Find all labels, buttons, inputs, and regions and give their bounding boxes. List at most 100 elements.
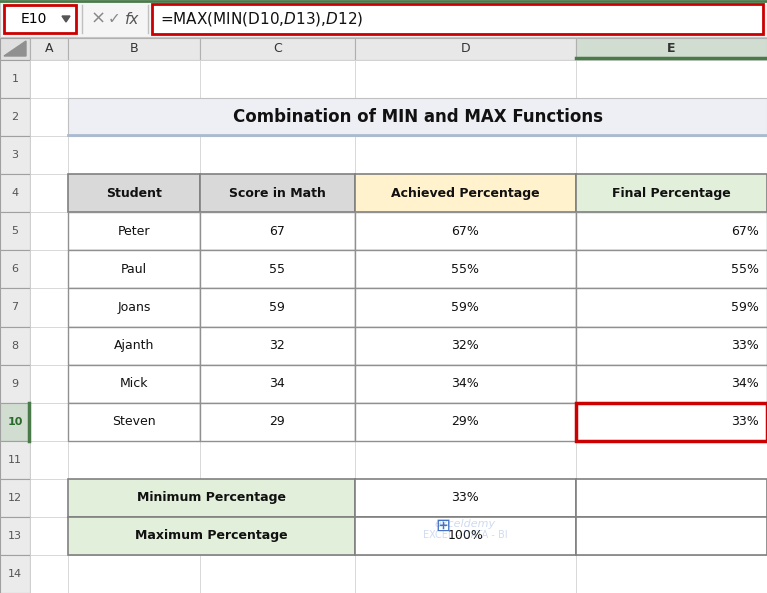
Text: 34: 34 <box>269 377 285 390</box>
Bar <box>199 136 355 174</box>
Bar <box>0 98 30 136</box>
Bar <box>68 136 199 174</box>
Bar <box>0 555 30 593</box>
Bar <box>199 441 355 479</box>
Bar <box>576 98 767 136</box>
Bar <box>355 327 576 365</box>
Bar <box>68 517 199 555</box>
Bar <box>68 479 199 517</box>
Bar <box>30 60 68 98</box>
Text: E: E <box>667 43 676 56</box>
Text: 59: 59 <box>269 301 285 314</box>
Text: 55: 55 <box>269 263 285 276</box>
Bar <box>355 212 576 250</box>
Text: 5: 5 <box>12 227 18 237</box>
Bar <box>355 517 576 555</box>
Text: Paul: Paul <box>121 263 147 276</box>
Text: 29: 29 <box>269 415 285 428</box>
Bar <box>0 327 30 365</box>
Text: C: C <box>273 43 281 56</box>
Text: 67: 67 <box>269 225 285 238</box>
Text: 55%: 55% <box>731 263 759 276</box>
Bar <box>0 403 30 441</box>
Text: Student: Student <box>106 187 162 200</box>
Text: exceldemy: exceldemy <box>435 519 496 530</box>
Bar <box>68 365 199 403</box>
Bar <box>68 212 199 250</box>
Bar <box>576 479 767 517</box>
Bar <box>68 60 199 98</box>
Bar <box>355 38 576 60</box>
Bar <box>68 555 199 593</box>
Bar <box>576 403 767 441</box>
Bar <box>355 212 576 250</box>
Bar <box>576 479 767 517</box>
Text: EXCEL - DATA - BI: EXCEL - DATA - BI <box>423 530 508 540</box>
Polygon shape <box>62 16 70 22</box>
Text: 33%: 33% <box>731 415 759 428</box>
Bar <box>355 288 576 327</box>
Bar <box>0 1 767 37</box>
Bar <box>576 136 767 174</box>
Bar <box>0 60 30 98</box>
Text: 2: 2 <box>12 112 18 122</box>
Text: 9: 9 <box>12 378 18 388</box>
Bar <box>0 174 30 212</box>
Text: 8: 8 <box>12 340 18 350</box>
Bar <box>355 174 576 212</box>
Bar <box>576 60 767 98</box>
Bar <box>199 288 355 327</box>
Text: 67%: 67% <box>731 225 759 238</box>
Bar <box>576 250 767 288</box>
Bar <box>199 174 355 212</box>
Bar <box>355 403 576 441</box>
Bar <box>576 403 767 441</box>
Bar <box>199 250 355 288</box>
Text: 34%: 34% <box>452 377 479 390</box>
Bar <box>152 4 763 34</box>
Bar <box>576 327 767 365</box>
Bar <box>576 517 767 555</box>
Text: ✓: ✓ <box>107 11 120 27</box>
Text: A: A <box>44 43 54 56</box>
Text: 32%: 32% <box>452 339 479 352</box>
Text: Steven: Steven <box>112 415 156 428</box>
Bar <box>0 38 30 60</box>
Bar <box>30 403 68 441</box>
Text: Mick: Mick <box>120 377 148 390</box>
Bar <box>355 98 576 136</box>
Bar <box>68 517 355 555</box>
Bar <box>0 441 30 479</box>
Text: Achieved Percentage: Achieved Percentage <box>391 187 540 200</box>
Bar <box>30 288 68 327</box>
Bar <box>576 403 767 441</box>
Text: 33%: 33% <box>731 339 759 352</box>
Text: 59%: 59% <box>452 301 479 314</box>
Bar <box>30 327 68 365</box>
Bar <box>0 136 30 174</box>
Bar <box>30 174 68 212</box>
Bar <box>68 250 199 288</box>
Bar <box>199 365 355 403</box>
Bar <box>30 441 68 479</box>
Text: Minimum Percentage: Minimum Percentage <box>137 492 286 504</box>
Text: 55%: 55% <box>452 263 479 276</box>
Bar <box>30 250 68 288</box>
Polygon shape <box>4 41 26 56</box>
Bar <box>68 441 199 479</box>
Bar <box>355 250 576 288</box>
Text: E10: E10 <box>21 12 48 26</box>
Bar <box>355 479 576 517</box>
Bar <box>576 288 767 327</box>
Text: Ajanth: Ajanth <box>114 339 154 352</box>
Bar <box>199 288 355 327</box>
Text: 29%: 29% <box>452 415 479 428</box>
Bar <box>30 136 68 174</box>
Bar <box>355 327 576 365</box>
Bar <box>30 479 68 517</box>
Bar <box>355 288 576 327</box>
Bar <box>199 174 355 212</box>
Bar <box>576 174 767 212</box>
Bar <box>355 365 576 403</box>
Text: Joans: Joans <box>117 301 150 314</box>
